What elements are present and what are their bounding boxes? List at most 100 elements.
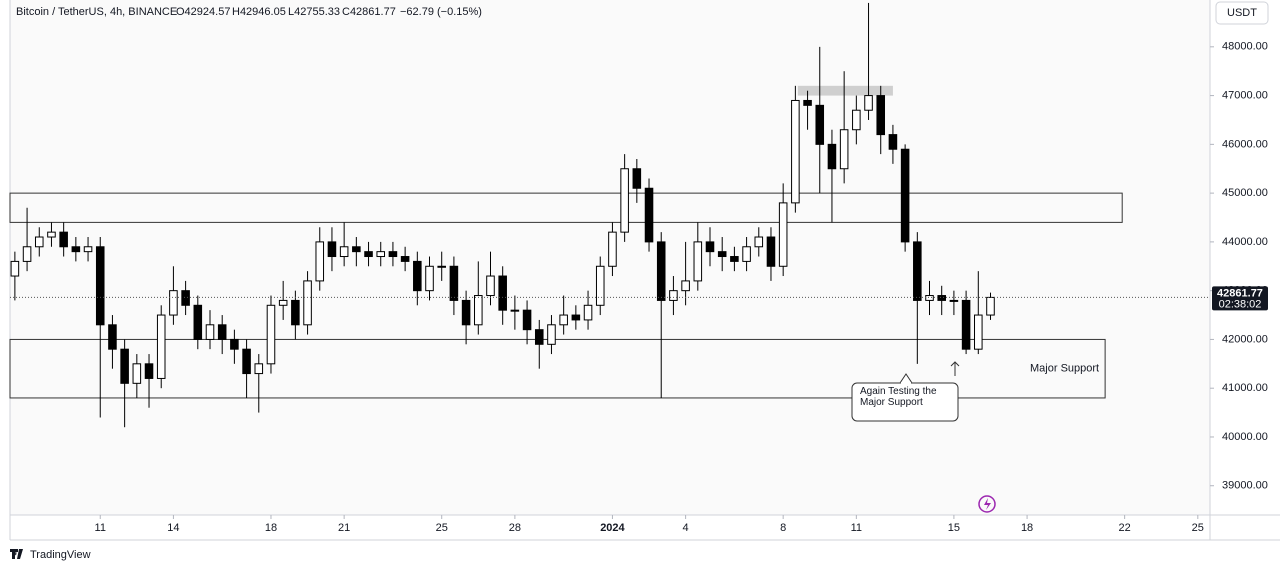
candle-body bbox=[913, 241, 922, 301]
candle-body bbox=[693, 241, 703, 282]
candle-body bbox=[839, 129, 849, 170]
x-tick-label: 11 bbox=[95, 522, 106, 534]
y-tick-label: 47000.00 bbox=[1222, 89, 1268, 101]
candle-body bbox=[71, 246, 81, 253]
candle-body bbox=[974, 314, 983, 350]
candle-body bbox=[376, 251, 386, 258]
candle-body bbox=[669, 290, 678, 301]
candle-body bbox=[778, 202, 788, 267]
lightning-bolt[interactable] bbox=[984, 498, 991, 510]
candle-body bbox=[474, 295, 483, 326]
candle-body bbox=[754, 236, 764, 248]
y-tick-label: 45000.00 bbox=[1222, 187, 1268, 199]
header-close: C42861.77 bbox=[342, 6, 396, 18]
candle-body bbox=[400, 256, 410, 262]
zone bbox=[797, 85, 893, 96]
currency-button[interactable] bbox=[1215, 1, 1269, 25]
candle-body bbox=[230, 338, 239, 350]
candle-body bbox=[205, 324, 215, 340]
candle-body bbox=[888, 134, 898, 150]
y-tick-label: 48000.00 bbox=[1222, 41, 1268, 53]
y-tick-label: 42000.00 bbox=[1222, 333, 1268, 345]
x-tick-label: 2024 bbox=[600, 522, 625, 534]
candle-body bbox=[254, 363, 264, 375]
footer-brand: TradingView bbox=[30, 549, 91, 561]
candle-body bbox=[595, 265, 605, 306]
y-tick-label: 46000.00 bbox=[1222, 138, 1268, 150]
candle-body bbox=[681, 280, 690, 292]
x-tick-label: 8 bbox=[780, 522, 786, 534]
zone bbox=[9, 192, 1123, 223]
candle-body bbox=[583, 304, 593, 321]
candle-body bbox=[47, 231, 56, 238]
zone bbox=[9, 338, 1106, 399]
candle-body bbox=[852, 109, 861, 131]
candle-body bbox=[34, 236, 44, 248]
candle-body bbox=[132, 363, 142, 384]
last-price-label: 42861.77 bbox=[1217, 287, 1263, 299]
candle-body bbox=[547, 324, 556, 345]
candle-body bbox=[571, 314, 581, 321]
countdown: 02:38:02 bbox=[1219, 298, 1262, 310]
candle-body bbox=[449, 265, 459, 301]
callout: Again Testing the Major Support bbox=[860, 386, 937, 408]
candle-body bbox=[534, 329, 544, 345]
candle-body bbox=[522, 309, 532, 331]
candle-body bbox=[803, 99, 812, 106]
y-tick-label: 44000.00 bbox=[1222, 236, 1268, 248]
candle-body bbox=[425, 265, 434, 292]
candle-body bbox=[266, 304, 276, 365]
currency[interactable]: USDT bbox=[1227, 7, 1257, 19]
candle-body bbox=[242, 348, 251, 375]
lightning-icon[interactable] bbox=[978, 495, 996, 513]
candle-body bbox=[156, 314, 166, 379]
x-tick-label: 15 bbox=[948, 522, 960, 534]
candle-body bbox=[815, 104, 825, 145]
candle-body bbox=[181, 290, 190, 306]
x-tick-label: 21 bbox=[338, 522, 350, 534]
candle-body bbox=[120, 348, 129, 384]
candle-body bbox=[766, 236, 776, 267]
header-low: L42755.33 bbox=[288, 6, 340, 18]
candle-body bbox=[352, 246, 361, 253]
x-tick-label: 18 bbox=[1021, 522, 1033, 534]
x-tick-label: 25 bbox=[436, 522, 448, 534]
candle-body bbox=[22, 246, 32, 262]
x-tick-label: 4 bbox=[683, 522, 689, 534]
candle-body bbox=[510, 309, 520, 312]
candle-body bbox=[217, 324, 227, 340]
candle-body bbox=[461, 299, 471, 326]
candle-body bbox=[986, 296, 995, 316]
candle-body bbox=[108, 324, 117, 350]
candle-body bbox=[95, 246, 105, 326]
last-price-badge bbox=[1212, 286, 1268, 311]
candle-body bbox=[620, 168, 629, 233]
candle-body bbox=[876, 95, 886, 136]
callout-pointer bbox=[899, 373, 913, 384]
header-change: −62.79 (−0.15%) bbox=[400, 6, 482, 18]
candle-body bbox=[705, 241, 715, 253]
y-tick-label: 40000.00 bbox=[1222, 431, 1268, 443]
callout-text: Again Testing the Major Support bbox=[860, 386, 937, 408]
zone-label: Major Support bbox=[1030, 363, 1099, 375]
x-tick-label: 28 bbox=[509, 522, 521, 534]
candle-body bbox=[278, 299, 288, 306]
candle-body bbox=[59, 231, 68, 248]
candle-body bbox=[656, 241, 666, 301]
x-tick-label: 11 bbox=[851, 522, 862, 534]
candle-body bbox=[791, 99, 800, 204]
candle-body bbox=[486, 275, 495, 297]
x-tick-label: 25 bbox=[1192, 522, 1204, 534]
candle-body bbox=[10, 260, 20, 277]
candle-body bbox=[925, 295, 934, 301]
candle-body bbox=[900, 148, 910, 243]
candle-body bbox=[169, 290, 178, 316]
candle-body bbox=[608, 231, 617, 267]
candle-body bbox=[864, 95, 873, 111]
candle-body bbox=[339, 246, 349, 258]
header-open: O42924.57 bbox=[176, 6, 230, 18]
candle-body bbox=[327, 241, 337, 258]
candle-body bbox=[83, 246, 93, 253]
candle-body bbox=[644, 187, 654, 243]
